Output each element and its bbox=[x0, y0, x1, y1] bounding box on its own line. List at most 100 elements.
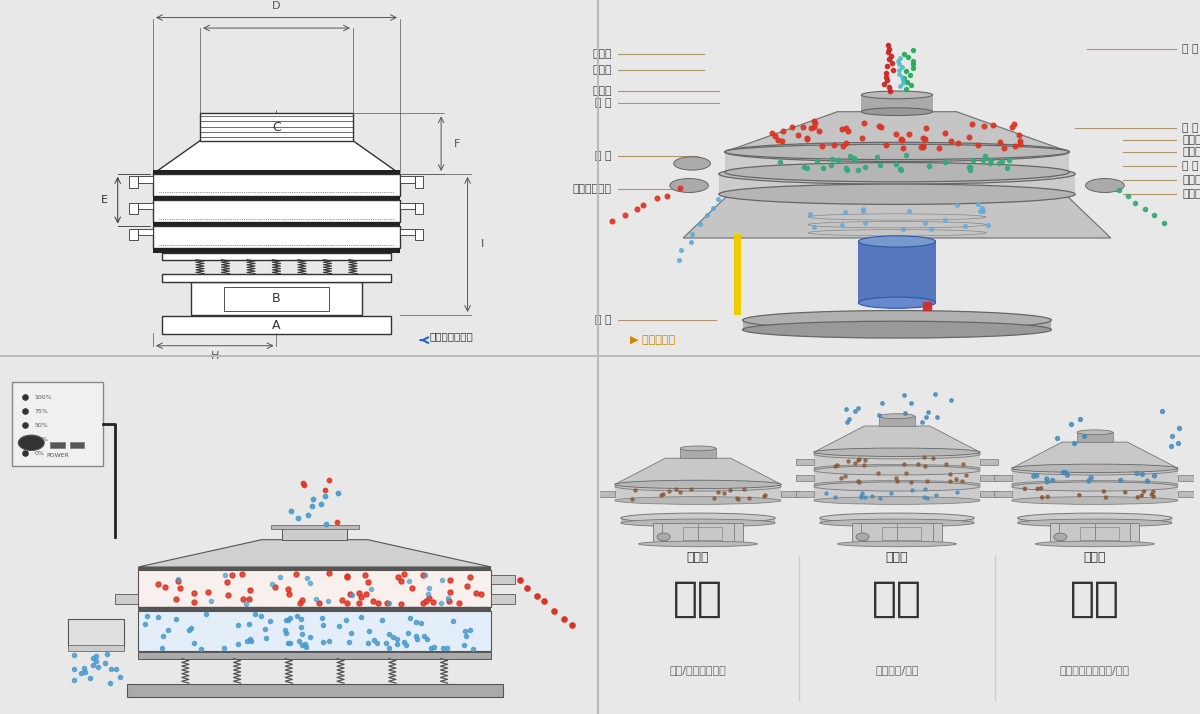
Point bbox=[840, 413, 859, 424]
Point bbox=[854, 117, 874, 129]
Point bbox=[289, 635, 308, 647]
Point bbox=[854, 161, 874, 173]
Point bbox=[916, 134, 935, 145]
Point bbox=[316, 485, 335, 496]
Text: ▶ 结构示意图: ▶ 结构示意图 bbox=[630, 335, 674, 345]
Point bbox=[88, 661, 107, 673]
Point bbox=[970, 206, 989, 217]
Bar bbox=[138, 176, 154, 183]
Point bbox=[534, 595, 553, 607]
Point bbox=[407, 630, 426, 642]
Point bbox=[793, 121, 812, 133]
Ellipse shape bbox=[814, 465, 980, 472]
Point bbox=[1126, 198, 1145, 209]
Point bbox=[848, 402, 868, 413]
Point bbox=[838, 164, 857, 176]
Point bbox=[947, 486, 966, 498]
Point bbox=[887, 475, 906, 486]
Point bbox=[1135, 203, 1154, 215]
Point bbox=[304, 493, 323, 505]
Text: 除杂: 除杂 bbox=[1070, 578, 1120, 620]
Point bbox=[703, 202, 722, 213]
Point bbox=[728, 493, 748, 504]
Point bbox=[914, 491, 934, 503]
Text: 分级: 分级 bbox=[673, 578, 724, 620]
Point bbox=[1028, 483, 1048, 495]
Point bbox=[838, 417, 857, 428]
Point bbox=[690, 218, 709, 229]
Point bbox=[1064, 438, 1084, 449]
Bar bbox=[491, 594, 515, 604]
Point bbox=[359, 576, 378, 588]
Point bbox=[439, 592, 458, 603]
Point bbox=[812, 163, 832, 174]
Point bbox=[288, 512, 307, 523]
Text: POWER: POWER bbox=[46, 453, 68, 458]
Point bbox=[976, 151, 995, 162]
Point bbox=[941, 468, 960, 480]
Point bbox=[419, 583, 438, 594]
Point bbox=[877, 74, 896, 86]
Point bbox=[782, 121, 802, 133]
Text: 运输固定螺栓: 运输固定螺栓 bbox=[572, 184, 612, 194]
Point bbox=[1043, 475, 1062, 486]
Point bbox=[809, 125, 828, 136]
Point bbox=[107, 663, 126, 675]
Point bbox=[338, 570, 358, 582]
Point bbox=[252, 610, 271, 621]
Point bbox=[238, 635, 257, 646]
Point bbox=[196, 609, 215, 620]
Point bbox=[894, 223, 913, 235]
Point bbox=[836, 163, 856, 174]
Bar bbox=[814, 454, 980, 468]
Text: 100%: 100% bbox=[35, 395, 52, 400]
Point bbox=[900, 129, 919, 140]
Ellipse shape bbox=[680, 446, 716, 451]
Point bbox=[856, 454, 875, 466]
Text: 进料口: 进料口 bbox=[593, 49, 612, 59]
Point bbox=[926, 489, 946, 501]
Bar bbox=[12, 381, 103, 466]
Point bbox=[697, 209, 716, 221]
Bar bbox=[162, 274, 391, 282]
Text: 筛 盘: 筛 盘 bbox=[1182, 161, 1199, 171]
Point bbox=[86, 650, 106, 661]
Point bbox=[901, 69, 920, 80]
Point bbox=[914, 451, 934, 463]
Point bbox=[421, 643, 440, 654]
Bar bbox=[980, 475, 998, 481]
Point bbox=[895, 48, 914, 59]
Point bbox=[1169, 422, 1188, 433]
Ellipse shape bbox=[862, 108, 932, 116]
Point bbox=[772, 135, 791, 146]
Point bbox=[995, 142, 1014, 154]
Point bbox=[833, 141, 852, 152]
Point bbox=[97, 648, 116, 660]
Point bbox=[904, 44, 923, 56]
Point bbox=[844, 153, 863, 164]
Point bbox=[654, 488, 673, 499]
Point bbox=[875, 78, 894, 89]
Point bbox=[418, 633, 437, 645]
Point bbox=[889, 68, 908, 79]
Point bbox=[440, 587, 460, 598]
Ellipse shape bbox=[880, 413, 914, 418]
Point bbox=[1144, 491, 1163, 503]
Point bbox=[293, 595, 312, 606]
Point bbox=[888, 55, 907, 66]
Point bbox=[457, 580, 476, 591]
Point bbox=[1070, 490, 1090, 501]
Point bbox=[848, 454, 868, 466]
Point bbox=[463, 643, 482, 655]
Point bbox=[868, 467, 887, 478]
Bar bbox=[598, 491, 614, 497]
Point bbox=[337, 571, 356, 583]
Ellipse shape bbox=[1018, 513, 1172, 523]
Point bbox=[457, 630, 476, 642]
Point bbox=[908, 458, 928, 470]
Ellipse shape bbox=[614, 482, 781, 491]
Point bbox=[391, 598, 410, 610]
Point bbox=[262, 578, 281, 590]
Bar bbox=[781, 491, 799, 497]
Point bbox=[84, 652, 103, 663]
